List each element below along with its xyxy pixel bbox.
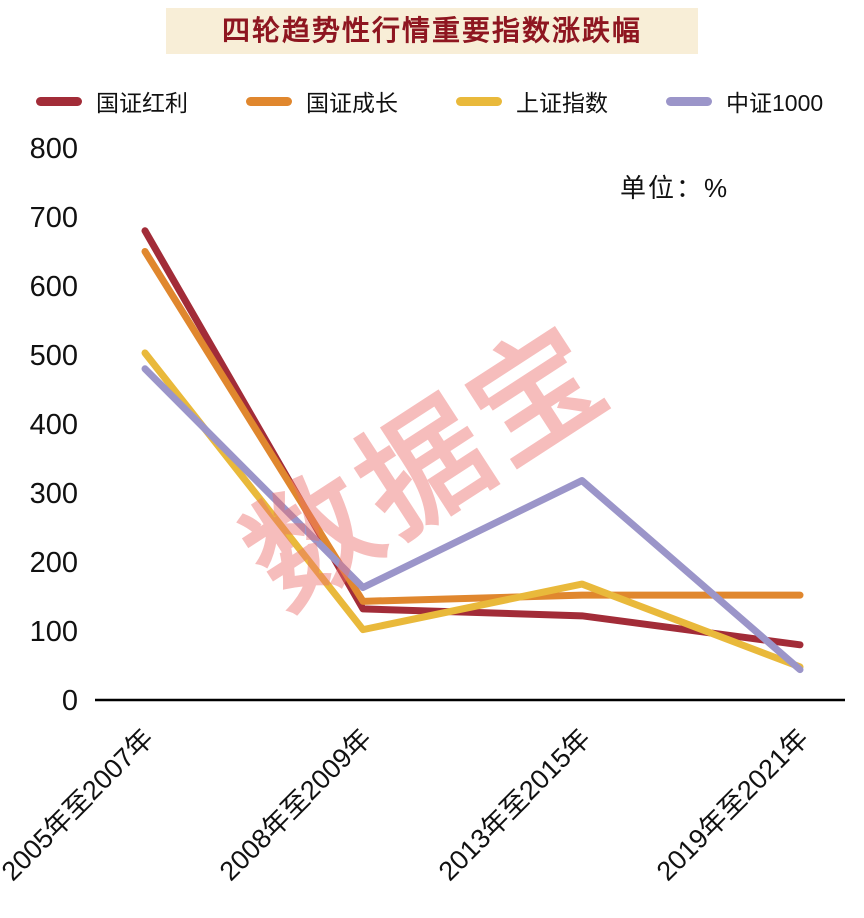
legend-item-shangzheng-zhishu[interactable]: 上证指数 xyxy=(456,84,608,118)
legend: 国证红利 国证成长 上证指数 中证1000 xyxy=(36,84,864,118)
legend-item-zhongzheng-1000[interactable]: 中证1000 xyxy=(666,84,823,118)
unit-label: 单位：% xyxy=(620,173,730,203)
x-tick-label: 2019年至2021年 xyxy=(651,723,814,886)
legend-item-guozheng-hongli[interactable]: 国证红利 xyxy=(36,84,188,118)
y-tick-label: 600 xyxy=(30,271,78,303)
y-tick-label: 400 xyxy=(30,409,78,441)
y-tick-label: 700 xyxy=(30,202,78,234)
y-tick-label: 500 xyxy=(30,340,78,372)
legend-label: 国证成长 xyxy=(306,90,398,116)
line-chart-svg: 0 100 200 300 400 500 600 700 800 2005年至2007年 2008… xyxy=(0,133,845,886)
legend-label: 国证红利 xyxy=(96,90,188,116)
y-tick-label: 100 xyxy=(30,616,78,648)
line-chart: 0 100 200 300 400 500 600 700 800 2005年至2007年 2008… xyxy=(0,128,864,913)
series-line-国证成长 xyxy=(141,248,804,605)
x-tick-label: 2013年至2015年 xyxy=(433,723,596,886)
legend-swatch-icon xyxy=(666,96,712,106)
y-tick-label: 200 xyxy=(30,547,78,579)
legend-label: 上证指数 xyxy=(516,90,608,116)
legend-swatch-icon xyxy=(246,96,292,106)
series-line-中证1000 xyxy=(141,365,804,674)
y-tick-label: 800 xyxy=(30,133,78,165)
x-tick-label: 2005年至2007年 xyxy=(0,723,159,886)
legend-label: 中证1000 xyxy=(726,90,824,116)
chart-title: 四轮趋势性行情重要指数涨跌幅 xyxy=(166,8,698,54)
legend-swatch-icon xyxy=(36,96,82,106)
y-tick-label: 300 xyxy=(30,478,78,510)
legend-item-guozheng-chengzhang[interactable]: 国证成长 xyxy=(246,84,398,118)
series-line-上证指数 xyxy=(141,349,804,671)
legend-swatch-icon xyxy=(456,96,502,106)
y-tick-label: 0 xyxy=(62,685,78,717)
x-tick-label: 2008年至2009年 xyxy=(214,723,377,886)
